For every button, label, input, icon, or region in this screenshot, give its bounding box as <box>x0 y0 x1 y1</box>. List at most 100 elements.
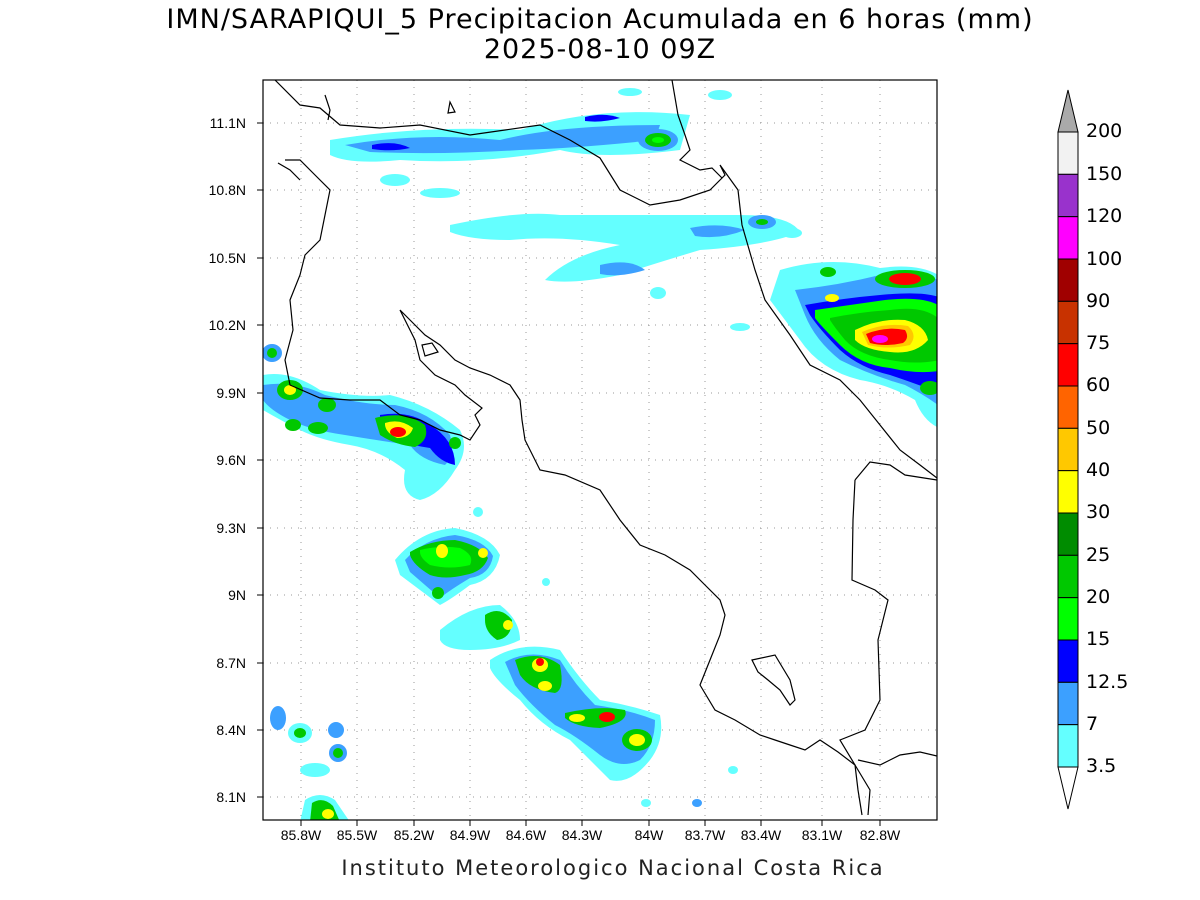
colorbar-label: 100 <box>1086 248 1123 270</box>
rain-cell <box>267 348 277 358</box>
lon-label: 85.8W <box>280 827 322 843</box>
colorbar-label: 90 <box>1086 290 1111 312</box>
lat-label: 8.1N <box>216 789 246 805</box>
lat-label: 9.6N <box>216 452 246 468</box>
rain-cell <box>270 706 286 730</box>
rain-cell <box>629 734 645 746</box>
colorbar-segment <box>1057 681 1079 726</box>
lat-label: 8.7N <box>216 655 246 671</box>
colorbar-bottom-arrow <box>1057 766 1079 810</box>
colorbar-segment <box>1057 597 1079 641</box>
colorbar-segment <box>1057 639 1079 683</box>
map-title: IMN/SARAPIQUI_5 Precipitacion Acumulada … <box>166 4 1034 35</box>
rain-cell <box>538 681 552 691</box>
colorbar-segment <box>1057 343 1079 387</box>
lat-label: 10.5N <box>208 250 246 266</box>
colorbar-segment <box>1057 385 1079 429</box>
colorbar-segment <box>1057 300 1079 345</box>
colorbar-label: 40 <box>1086 459 1111 481</box>
precipitation-field <box>263 88 937 820</box>
rain-area <box>485 611 512 640</box>
rain-cell <box>692 799 702 807</box>
colorbar-segment <box>1057 427 1079 472</box>
rain-cell <box>889 273 921 285</box>
rain-cell <box>420 188 460 198</box>
rain-cell <box>652 137 664 143</box>
rain-cell <box>782 228 802 238</box>
rain-area <box>585 114 620 122</box>
rain-cell <box>756 219 768 225</box>
colorbar-segment <box>1057 554 1079 599</box>
map-frame <box>262 79 938 821</box>
colorbar-segment <box>1057 470 1079 514</box>
rain-area <box>372 143 410 151</box>
colorbar-segment <box>1057 258 1079 302</box>
colorbar-label: 120 <box>1086 205 1123 227</box>
lat-label: 9.3N <box>216 520 246 536</box>
colorbar-label: 7 <box>1086 713 1099 735</box>
rain-cell <box>318 398 336 412</box>
colorbar-segment <box>1057 173 1079 218</box>
lat-label: 11.1N <box>209 115 246 131</box>
colorbar-label: 75 <box>1086 332 1111 354</box>
lon-label: 84.6W <box>505 827 547 843</box>
rain-cell <box>542 578 550 586</box>
rain-cell <box>618 88 642 96</box>
rain-cell <box>432 587 444 599</box>
lon-label: 82.8W <box>859 827 901 843</box>
colorbar-label: 30 <box>1086 501 1111 523</box>
colorbar-label: 15 <box>1086 628 1111 650</box>
rain-cell <box>825 294 839 302</box>
lon-label: 83.1W <box>801 827 843 843</box>
rain-cell <box>503 620 513 630</box>
lon-label: 83.7W <box>684 827 726 843</box>
rain-cell <box>872 335 888 343</box>
rain-cell <box>730 323 750 331</box>
map-date: 2025-08-10 09Z <box>483 34 717 65</box>
lon-label: 84.9W <box>449 827 491 843</box>
rain-cell <box>473 507 483 517</box>
rain-cell <box>294 728 306 738</box>
rain-cell <box>650 287 666 299</box>
rain-area <box>263 383 452 465</box>
rain-cell <box>536 658 544 666</box>
rain-cell <box>728 766 738 774</box>
colorbar-label: 25 <box>1086 544 1111 566</box>
lon-label: 84.3W <box>561 827 603 843</box>
rain-cell <box>449 437 461 449</box>
colorbar-label: 150 <box>1086 163 1123 185</box>
rain-cell <box>641 799 651 807</box>
lat-label: 9N <box>228 587 246 603</box>
coastlines <box>274 80 937 816</box>
colorbar <box>1057 89 1079 810</box>
lon-label: 85.2W <box>393 827 435 843</box>
rain-cell <box>920 381 937 395</box>
rain-cell <box>436 544 448 558</box>
colorbar-label: 200 <box>1086 120 1123 142</box>
colorbar-segment <box>1057 131 1079 175</box>
colorbar-segment <box>1057 216 1079 260</box>
colorbar-label: 50 <box>1086 417 1111 439</box>
axis-ticks <box>257 122 881 826</box>
rain-cell <box>322 809 334 819</box>
rain-cell <box>569 714 585 722</box>
footer-credit: Instituto Meteorologico Nacional Costa R… <box>341 856 885 880</box>
rain-area <box>600 262 645 276</box>
rain-cell <box>328 722 344 738</box>
lon-label: 83.4W <box>740 827 782 843</box>
lon-label: 85.5W <box>336 827 378 843</box>
rain-cell <box>390 427 406 437</box>
colorbar-label: 60 <box>1086 374 1111 396</box>
rain-cell <box>820 267 836 277</box>
rain-cell <box>285 419 301 431</box>
rain-cell <box>300 763 330 777</box>
lat-label: 9.9N <box>216 385 246 401</box>
rain-cell <box>333 748 343 758</box>
rain-cell <box>708 90 732 100</box>
colorbar-top-arrow <box>1057 89 1079 133</box>
rain-cell <box>380 174 410 186</box>
rain-cell <box>478 548 488 558</box>
rain-cell <box>308 422 328 434</box>
colorbar-label: 20 <box>1086 586 1111 608</box>
